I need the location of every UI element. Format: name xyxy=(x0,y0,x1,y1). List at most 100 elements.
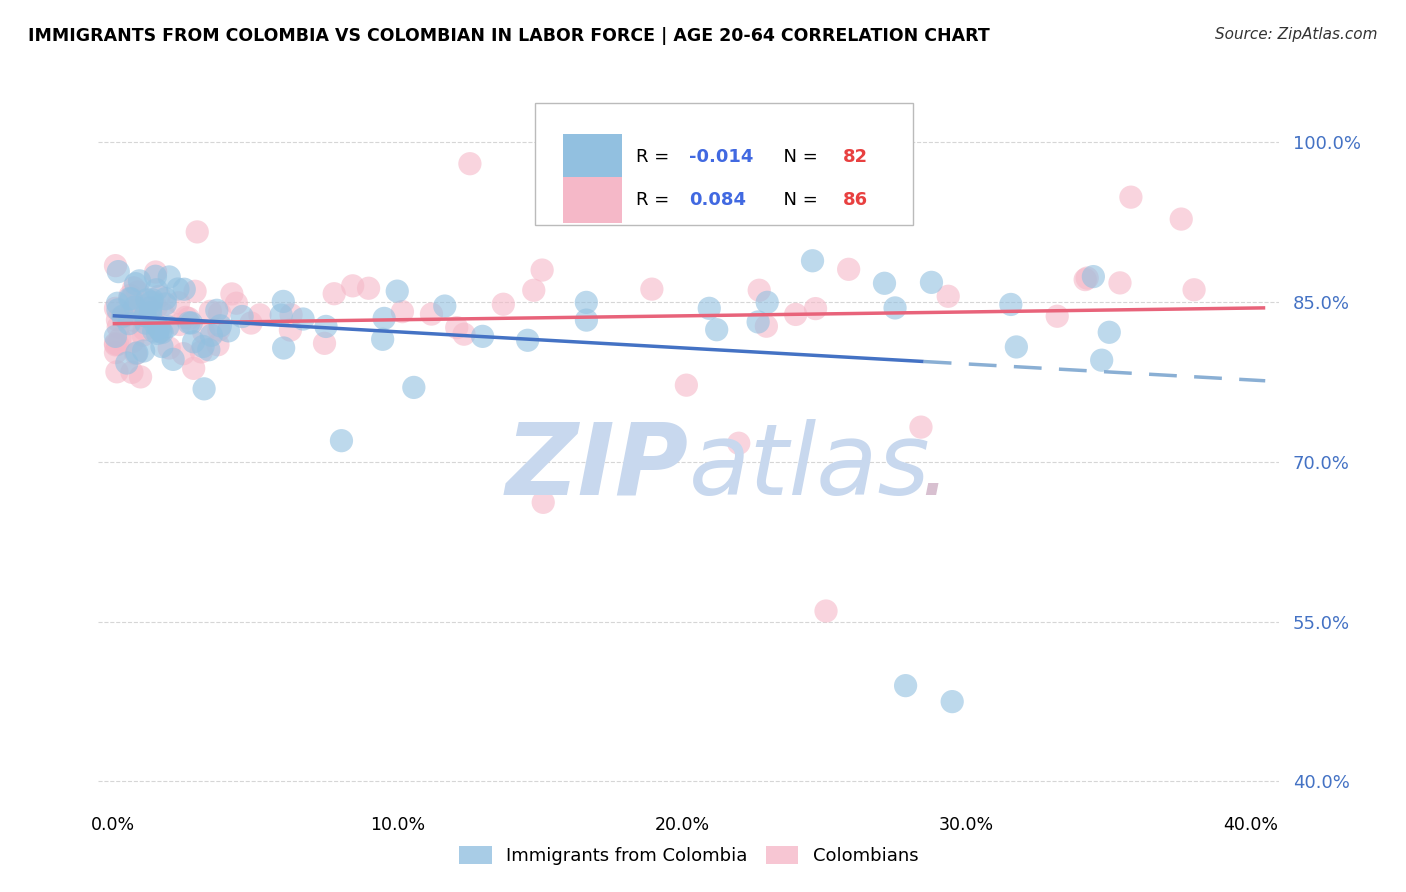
Point xyxy=(104,338,127,352)
Point xyxy=(814,604,837,618)
Point xyxy=(172,347,194,361)
Point xyxy=(1098,326,1121,340)
Point xyxy=(104,259,127,273)
Point xyxy=(190,344,212,359)
Point xyxy=(149,324,172,338)
Point xyxy=(186,225,208,239)
Text: 82: 82 xyxy=(842,148,868,166)
Text: N =: N = xyxy=(772,191,823,209)
Point xyxy=(135,316,157,330)
Point xyxy=(132,344,155,359)
Point xyxy=(107,296,129,310)
Point xyxy=(1074,272,1097,286)
Point xyxy=(575,295,598,310)
Point xyxy=(231,310,253,324)
Point xyxy=(104,345,127,359)
Point xyxy=(108,332,131,346)
Point xyxy=(134,309,156,323)
Point xyxy=(128,274,150,288)
Point xyxy=(139,305,162,319)
Point xyxy=(155,292,177,306)
Point xyxy=(184,285,207,299)
Point xyxy=(575,313,598,327)
Point xyxy=(112,310,135,324)
Point xyxy=(387,284,409,298)
Point xyxy=(292,312,315,326)
Point xyxy=(315,319,337,334)
Point xyxy=(755,319,778,334)
Point xyxy=(183,334,205,349)
Point xyxy=(314,336,336,351)
Point xyxy=(801,253,824,268)
Point xyxy=(1083,269,1105,284)
Point xyxy=(141,293,163,307)
Point xyxy=(804,301,827,316)
Point xyxy=(200,304,222,318)
Point xyxy=(191,339,214,353)
Point xyxy=(121,304,143,318)
Text: Source: ZipAtlas.com: Source: ZipAtlas.com xyxy=(1215,27,1378,42)
Point xyxy=(941,695,963,709)
Point xyxy=(167,282,190,296)
Point xyxy=(107,264,129,278)
Point xyxy=(183,361,205,376)
Point xyxy=(121,303,143,318)
Point xyxy=(273,341,295,355)
Point xyxy=(173,282,195,296)
Point xyxy=(122,281,145,295)
Point xyxy=(675,378,697,392)
Point xyxy=(129,302,152,317)
Point xyxy=(180,316,202,330)
Point xyxy=(145,283,167,297)
Point xyxy=(107,313,129,327)
Point xyxy=(1046,310,1069,324)
Point xyxy=(371,332,394,346)
Point xyxy=(125,346,148,360)
Point xyxy=(200,328,222,343)
Point xyxy=(107,302,129,317)
FancyBboxPatch shape xyxy=(562,177,621,223)
Point xyxy=(785,307,807,321)
Point xyxy=(280,323,302,337)
Text: R =: R = xyxy=(636,148,675,166)
Point xyxy=(391,304,413,318)
Point xyxy=(249,308,271,322)
Point xyxy=(107,320,129,334)
Point xyxy=(146,326,169,341)
Point xyxy=(748,283,770,297)
Point xyxy=(1000,297,1022,311)
Point xyxy=(125,346,148,360)
Point xyxy=(150,340,173,354)
Text: atlas: atlas xyxy=(689,419,931,516)
Point xyxy=(193,382,215,396)
Point xyxy=(697,301,720,316)
Point xyxy=(884,301,907,315)
Point xyxy=(135,301,157,315)
Point xyxy=(531,263,554,277)
Point xyxy=(104,336,127,351)
Point xyxy=(1091,353,1114,368)
Point xyxy=(124,300,146,314)
Point xyxy=(208,306,231,320)
Point xyxy=(122,313,145,327)
Point xyxy=(894,679,917,693)
Point xyxy=(145,301,167,315)
Point xyxy=(121,365,143,379)
Point xyxy=(330,434,353,448)
Point xyxy=(157,341,180,355)
Point xyxy=(107,337,129,351)
Point xyxy=(641,282,664,296)
Point xyxy=(209,318,232,333)
Point xyxy=(148,321,170,335)
Point xyxy=(402,380,425,394)
Point xyxy=(120,292,142,306)
Text: 86: 86 xyxy=(842,191,868,209)
Point xyxy=(357,281,380,295)
Point xyxy=(198,343,221,357)
Point xyxy=(240,316,263,330)
Point xyxy=(323,286,346,301)
Point xyxy=(756,295,779,310)
Point xyxy=(135,293,157,307)
Point xyxy=(205,303,228,318)
Point xyxy=(120,288,142,302)
